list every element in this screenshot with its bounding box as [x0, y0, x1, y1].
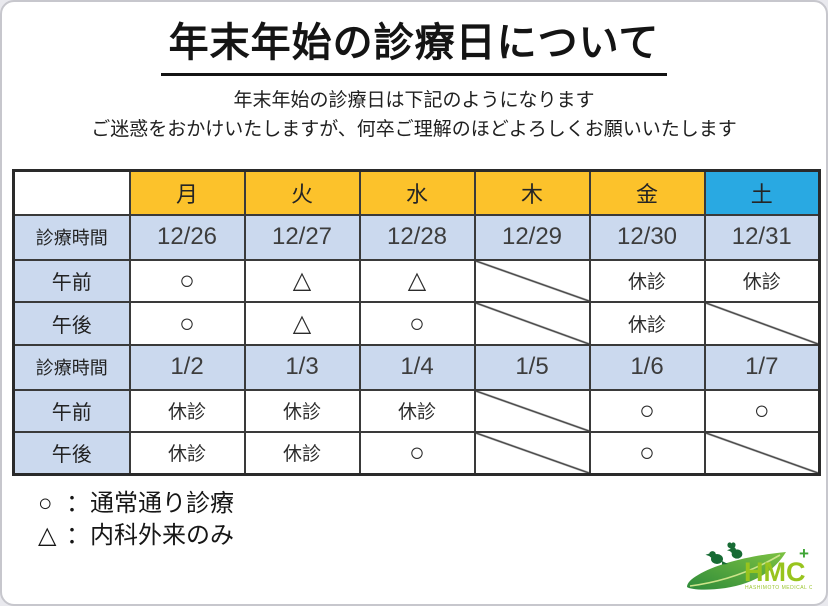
am-row-week1: 午前 ○ △ △ 休診 休診	[12, 258, 821, 303]
logo-text: HMC	[744, 557, 806, 587]
pm-cell-none	[473, 300, 591, 346]
leaf-icon	[687, 552, 786, 590]
am-cell-none	[473, 388, 591, 433]
dates-row-week1: 診療時間 12/26 12/27 12/28 12/29 12/30 12/31	[12, 213, 821, 261]
am-cell-closed: 休診	[358, 388, 476, 433]
date-cell: 12/28	[358, 213, 476, 261]
logo-caption: HASHIMOTO MEDICAL CLINIC	[745, 585, 812, 591]
legend-open-text: 通常通り診療	[90, 490, 234, 517]
day-header-weekday: 水	[358, 169, 476, 216]
date-cell: 12/29	[473, 213, 591, 261]
pm-row-week1: 午後 ○ △ ○ 休診	[12, 300, 821, 346]
pm-cell-none	[703, 430, 821, 476]
am-cell-closed: 休診	[243, 388, 361, 433]
day-header-row: 月火水木金土	[12, 169, 821, 216]
date-cell: 1/2	[128, 343, 246, 391]
day-header-weekday: 木	[473, 169, 591, 216]
clinic-logo: HMC + HASHIMOTO MEDICAL CLINIC	[687, 542, 812, 591]
am-cell-none	[473, 258, 591, 303]
title-block: 年末年始の診療日について	[2, 8, 826, 76]
logo-plus: +	[799, 544, 809, 563]
date-cell: 1/6	[588, 343, 706, 391]
legend-partial-separator: ：	[66, 521, 90, 549]
am-cell-partial: △	[243, 258, 361, 303]
legend-partial-symbol: △	[38, 521, 57, 549]
am-cell-closed: 休診	[588, 258, 706, 303]
date-cell: 12/30	[588, 213, 706, 261]
day-header-saturday: 土	[703, 169, 821, 216]
legend-item-open: ○ ：通常通り診療	[38, 488, 234, 520]
am-cell-closed: 休診	[703, 258, 821, 303]
am-cell-open: ○	[588, 388, 706, 433]
subtitle-line-1: 年末年始の診療日は下記のようになります	[233, 90, 595, 111]
pm-cell-open: ○	[588, 430, 706, 476]
date-cell: 12/31	[703, 213, 821, 261]
bird-icons	[705, 542, 743, 565]
legend-item-partial: △ ：内科外来のみ	[38, 520, 234, 552]
date-cell: 1/4	[358, 343, 476, 391]
pm-label: 午後	[12, 430, 131, 476]
time-row-label: 診療時間	[12, 343, 131, 391]
legend: ○ ：通常通り診療 △ ：内科外来のみ	[38, 488, 234, 552]
am-label: 午前	[12, 258, 131, 303]
date-cell: 12/27	[243, 213, 361, 261]
pm-cell-partial: △	[243, 300, 361, 346]
am-cell-open: ○	[703, 388, 821, 433]
pm-cell-closed: 休診	[243, 430, 361, 476]
schedule-table: 月火水木金土診療時間 12/26 12/27 12/28 12/29 12/30 12/31…	[12, 169, 821, 476]
pm-cell-open: ○	[128, 300, 246, 346]
subtitle: 年末年始の診療日は下記のようになります ご迷惑をおかけいたしますが、何卒ご理解の…	[2, 86, 826, 145]
legend-partial-text: 内科外来のみ	[90, 521, 234, 549]
am-label: 午前	[12, 388, 131, 433]
legend-open-separator: ：	[66, 490, 90, 517]
am-cell-open: ○	[128, 258, 246, 303]
am-cell-closed: 休診	[128, 388, 246, 433]
pm-cell-closed: 休診	[128, 430, 246, 476]
date-cell: 1/7	[703, 343, 821, 391]
legend-open-symbol: ○	[38, 490, 53, 517]
subtitle-line-2: ご迷惑をおかけいたしますが、何卒ご理解のほどよろしくお願いいたします	[91, 119, 737, 141]
pm-row-week2: 午後 休診 休診 ○ ○	[12, 430, 821, 476]
page-title: 年末年始の診療日について	[160, 8, 668, 76]
pm-cell-closed: 休診	[588, 300, 706, 346]
day-header-weekday: 火	[243, 169, 361, 216]
schedule-table-body: 月火水木金土診療時間 12/26 12/27 12/28 12/29 12/30 12/31…	[12, 169, 821, 476]
day-header-weekday: 月	[128, 169, 246, 216]
corner-cell	[12, 169, 131, 216]
pm-cell-none	[703, 300, 821, 346]
date-cell: 12/26	[128, 213, 246, 261]
pm-label: 午後	[12, 300, 131, 346]
pm-cell-none	[473, 430, 591, 476]
day-header-weekday: 金	[588, 169, 706, 216]
pm-cell-open: ○	[358, 300, 476, 346]
date-cell: 1/5	[473, 343, 591, 391]
pm-cell-open: ○	[358, 430, 476, 476]
am-row-week2: 午前 休診 休診 休診 ○ ○	[12, 388, 821, 433]
dates-row-week2: 診療時間 1/2 1/3 1/4 1/5 1/6 1/7	[12, 343, 821, 391]
time-row-label: 診療時間	[12, 213, 131, 261]
am-cell-partial: △	[358, 258, 476, 303]
date-cell: 1/3	[243, 343, 361, 391]
